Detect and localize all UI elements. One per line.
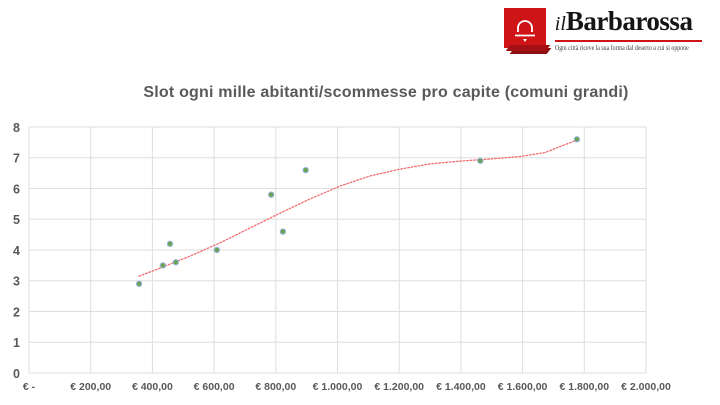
x-tick-label: € 1.000,00 xyxy=(313,381,363,393)
y-tick-label: 5 xyxy=(13,213,20,227)
scatter-point xyxy=(213,246,221,254)
plot-border xyxy=(28,126,647,374)
y-tick-label: 1 xyxy=(13,336,20,350)
x-tick-label: € 2.000,00 xyxy=(621,381,671,393)
x-tick-label: € 1.800,00 xyxy=(559,381,609,393)
logo-divider xyxy=(554,40,702,42)
x-tick-label: € 400,00 xyxy=(132,381,173,393)
y-tick-label: 3 xyxy=(13,275,20,289)
scatter-point xyxy=(135,280,143,287)
y-axis-labels: 0 1 2 3 4 5 6 7 8 xyxy=(13,121,20,381)
trendline xyxy=(138,139,578,277)
scatter-points xyxy=(135,136,581,287)
x-tick-label: € 1.600,00 xyxy=(498,381,548,393)
x-tick-label: € 1.200,00 xyxy=(374,381,424,393)
logo-text-block: ilBarbarossa Ogni città riceve la sua fo… xyxy=(554,8,714,52)
x-axis-labels: € - € 200,00 € 400,00 € 600,00 € 800,00 € 1.0… xyxy=(23,381,671,393)
logo-prefix: il xyxy=(554,13,566,35)
x-tick-label: € 1.400,00 xyxy=(436,381,486,393)
scatter-point xyxy=(279,228,287,235)
x-tick-label: € 600,00 xyxy=(194,381,235,393)
y-tick-label: 4 xyxy=(13,244,20,258)
chart-title: Slot ogni mille abitanti/scommesse pro c… xyxy=(143,84,629,101)
y-tick-label: 0 xyxy=(13,367,20,381)
y-tick-label: 2 xyxy=(13,305,20,319)
gridlines xyxy=(28,126,647,374)
logo-main: Barbarossa xyxy=(565,6,693,36)
site-logo: ilBarbarossa Ogni città riceve la sua fo… xyxy=(503,8,714,54)
scatter-point xyxy=(159,262,167,269)
bell-icon xyxy=(503,8,552,54)
x-tick-label: € 200,00 xyxy=(70,381,111,393)
logo-tagline: Ogni città riceve la sua forma dal deser… xyxy=(554,44,689,52)
y-tick-label: 6 xyxy=(13,182,20,196)
scatter-point xyxy=(477,157,484,164)
scatter-point xyxy=(573,136,581,143)
logo-wordmark: ilBarbarossa xyxy=(555,8,714,39)
scatter-point xyxy=(268,191,275,198)
x-tick-label: € - xyxy=(23,381,36,393)
scatter-point xyxy=(166,240,174,247)
scatter-point xyxy=(172,259,179,266)
scatter-point xyxy=(302,166,309,174)
y-tick-label: 8 xyxy=(13,121,20,135)
y-tick-label: 7 xyxy=(13,152,20,166)
x-tick-label: € 800,00 xyxy=(255,381,296,393)
bell-glyph xyxy=(514,20,535,42)
